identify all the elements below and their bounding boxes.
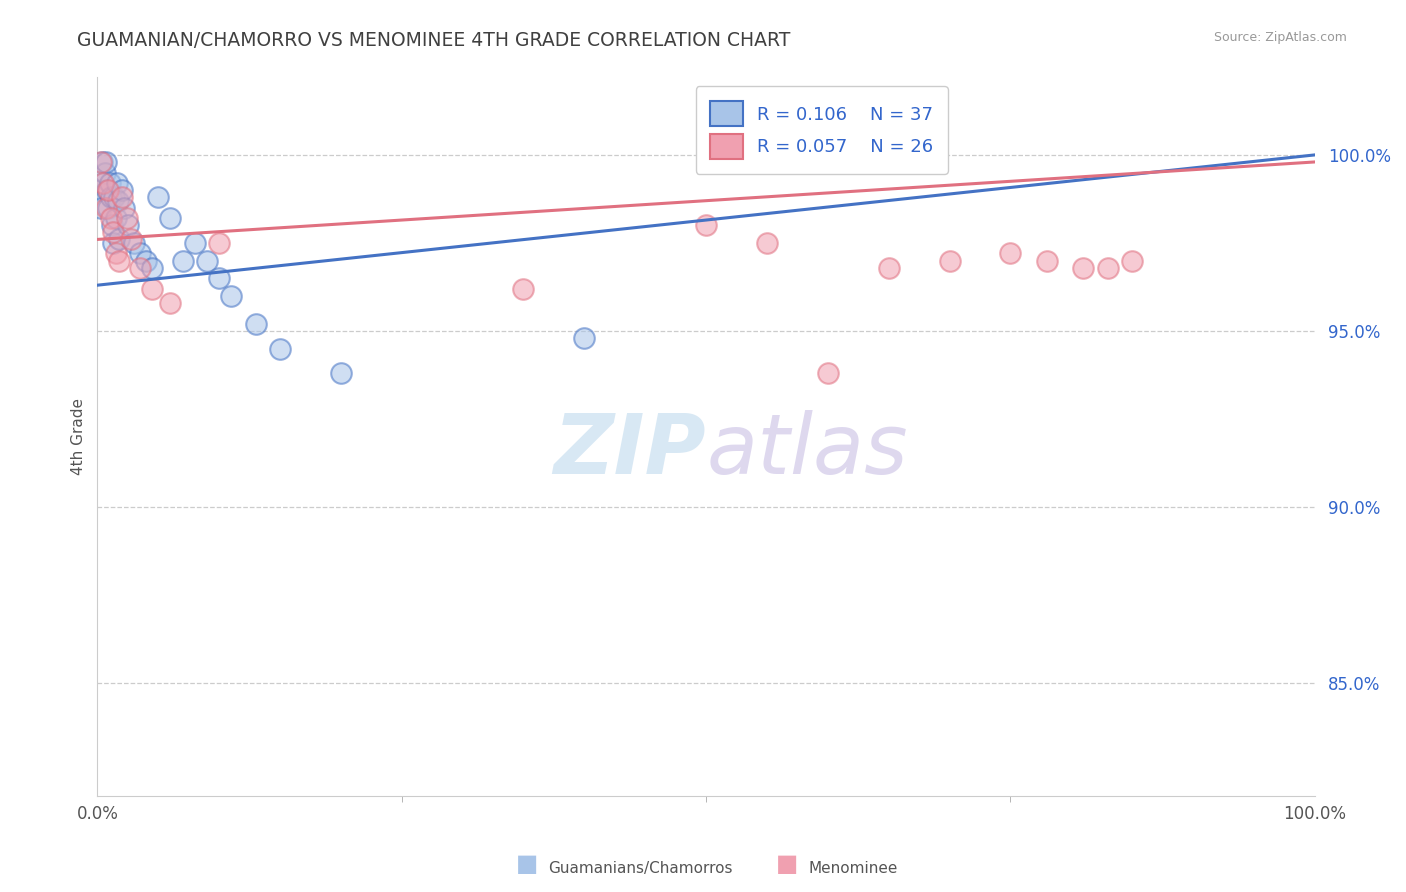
Point — [1097, 260, 1119, 275]
Point — [105, 176, 128, 190]
Point — [111, 190, 134, 204]
Point — [195, 253, 218, 268]
Text: ■: ■ — [776, 852, 799, 876]
Point — [1121, 253, 1143, 268]
Point — [817, 366, 839, 380]
Y-axis label: 4th Grade: 4th Grade — [72, 398, 86, 475]
Point — [122, 235, 145, 250]
Point — [329, 366, 352, 380]
Point — [111, 183, 134, 197]
Point — [135, 253, 157, 268]
Point — [1000, 246, 1022, 260]
Point — [938, 253, 960, 268]
Legend: R = 0.106    N = 37, R = 0.057    N = 26: R = 0.106 N = 37, R = 0.057 N = 26 — [696, 87, 948, 174]
Point — [101, 219, 124, 233]
Point — [93, 176, 115, 190]
Point — [208, 235, 231, 250]
Point — [755, 235, 778, 250]
Point — [93, 176, 115, 190]
Point — [148, 190, 170, 204]
Point — [101, 235, 124, 250]
Text: Menominee: Menominee — [808, 861, 898, 876]
Point — [107, 194, 129, 208]
Point — [512, 282, 534, 296]
Point — [817, 148, 839, 162]
Point — [184, 235, 207, 250]
Point — [269, 342, 291, 356]
Point — [129, 260, 152, 275]
Point — [695, 219, 717, 233]
Point — [159, 295, 181, 310]
Point — [129, 246, 152, 260]
Point — [97, 183, 120, 197]
Point — [1036, 253, 1059, 268]
Text: GUAMANIAN/CHAMORRO VS MENOMINEE 4TH GRADE CORRELATION CHART: GUAMANIAN/CHAMORRO VS MENOMINEE 4TH GRAD… — [77, 31, 790, 50]
Point — [100, 211, 122, 226]
Point — [90, 201, 112, 215]
Text: Guamanians/Chamorros: Guamanians/Chamorros — [548, 861, 733, 876]
Point — [172, 253, 194, 268]
Point — [120, 232, 142, 246]
Point — [93, 165, 115, 179]
Text: ■: ■ — [516, 852, 538, 876]
Point — [103, 190, 125, 204]
Point — [98, 176, 121, 190]
Point — [108, 232, 131, 246]
Point — [877, 260, 900, 275]
Point — [108, 253, 131, 268]
Point — [115, 211, 138, 226]
Point — [97, 201, 120, 215]
Point — [89, 183, 111, 197]
Point — [91, 155, 114, 169]
Point — [574, 331, 596, 345]
Point — [94, 155, 117, 169]
Point — [117, 219, 139, 233]
Point — [112, 201, 135, 215]
Point — [141, 260, 163, 275]
Point — [219, 289, 242, 303]
Point — [877, 148, 900, 162]
Point — [94, 201, 117, 215]
Text: atlas: atlas — [706, 410, 908, 491]
Point — [90, 155, 112, 169]
Point — [245, 317, 267, 331]
Text: Source: ZipAtlas.com: Source: ZipAtlas.com — [1213, 31, 1347, 45]
Point — [159, 211, 181, 226]
Point — [208, 271, 231, 285]
Text: ZIP: ZIP — [554, 410, 706, 491]
Point — [104, 246, 127, 260]
Point — [96, 183, 118, 197]
Point — [101, 226, 124, 240]
Point — [141, 282, 163, 296]
Point — [104, 211, 127, 226]
Point — [100, 190, 122, 204]
Point — [1073, 260, 1095, 275]
